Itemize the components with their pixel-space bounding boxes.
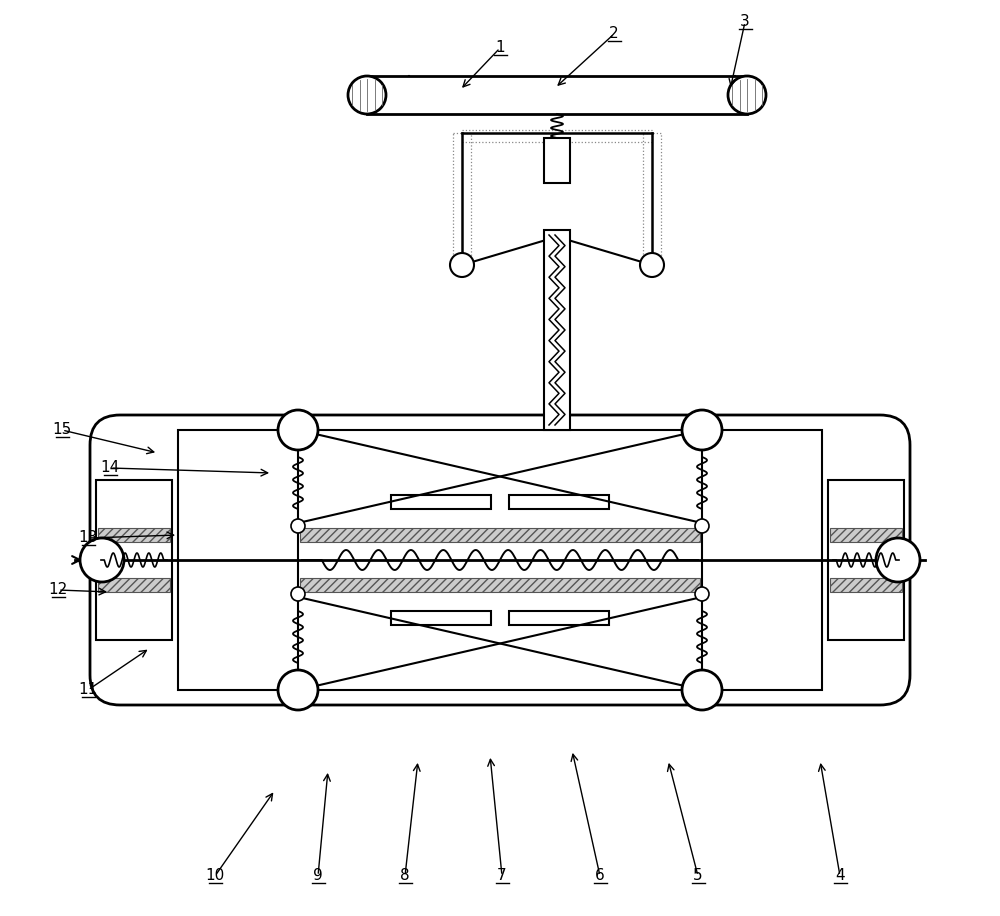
Circle shape xyxy=(682,670,722,710)
Text: 14: 14 xyxy=(100,461,120,475)
Circle shape xyxy=(728,76,766,114)
Bar xyxy=(544,138,570,183)
Bar xyxy=(462,130,652,142)
Text: 8: 8 xyxy=(400,868,410,884)
Text: 9: 9 xyxy=(313,868,323,884)
Bar xyxy=(96,480,172,640)
Bar xyxy=(643,133,661,265)
Bar xyxy=(830,528,902,542)
Circle shape xyxy=(291,587,305,601)
Circle shape xyxy=(291,519,305,533)
Bar xyxy=(509,611,609,625)
Circle shape xyxy=(348,76,386,114)
Circle shape xyxy=(80,538,124,582)
Bar xyxy=(300,528,700,542)
Text: 6: 6 xyxy=(595,868,605,884)
Bar xyxy=(367,76,747,114)
Bar xyxy=(98,528,170,542)
Text: 15: 15 xyxy=(52,422,72,438)
Circle shape xyxy=(278,410,318,450)
Bar xyxy=(830,578,902,592)
Bar xyxy=(391,611,491,625)
Text: 7: 7 xyxy=(497,868,507,884)
Circle shape xyxy=(640,253,664,277)
Circle shape xyxy=(876,538,920,582)
Circle shape xyxy=(695,587,709,601)
Circle shape xyxy=(682,410,722,450)
Bar xyxy=(369,78,745,112)
Text: 2: 2 xyxy=(609,27,619,41)
FancyBboxPatch shape xyxy=(90,415,910,705)
Text: 11: 11 xyxy=(78,682,98,697)
Bar xyxy=(98,578,170,592)
Text: 5: 5 xyxy=(693,868,703,884)
Text: 4: 4 xyxy=(835,868,845,884)
Circle shape xyxy=(450,253,474,277)
Text: 12: 12 xyxy=(48,583,68,597)
Bar xyxy=(509,495,609,509)
Bar xyxy=(828,480,904,640)
Text: 3: 3 xyxy=(740,15,750,29)
Bar xyxy=(391,495,491,509)
Bar xyxy=(178,430,822,690)
Text: 1: 1 xyxy=(495,40,505,56)
Circle shape xyxy=(695,519,709,533)
Text: 13: 13 xyxy=(78,530,98,546)
Bar xyxy=(544,230,570,430)
Bar xyxy=(453,133,471,265)
Circle shape xyxy=(278,670,318,710)
Bar xyxy=(300,578,700,592)
Text: 10: 10 xyxy=(205,868,225,884)
